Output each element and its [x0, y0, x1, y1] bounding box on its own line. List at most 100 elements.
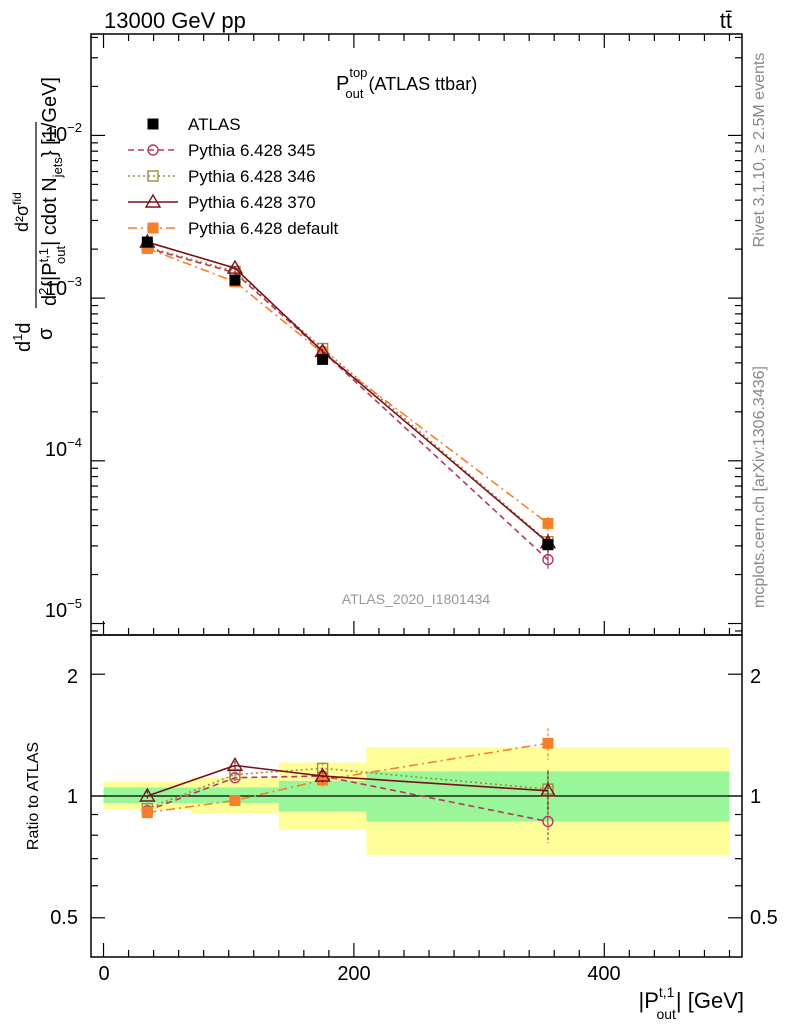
- ratio-pythia-6-428-370: [139, 757, 557, 813]
- main-ytick-exp: −4: [67, 435, 82, 450]
- ratio-ytick-left: 1: [67, 786, 78, 808]
- x-axis-label: |Pt,1 out| [GeV]: [638, 984, 744, 1022]
- ratio-point: [542, 815, 554, 828]
- main-ytick-1e-4: 10−4: [45, 435, 82, 461]
- analysis-id: ATLAS_2020_I1801434: [342, 591, 491, 607]
- plot-title-sub: out: [345, 86, 363, 101]
- main-ytick-exp: −2: [67, 120, 82, 135]
- x-tick-labels: 0 200 400: [98, 963, 620, 985]
- data-point: [542, 553, 554, 566]
- series-line: [147, 241, 549, 544]
- series-pythia-6-428-345: [141, 242, 554, 569]
- xtick-400: 400: [587, 963, 620, 985]
- process-label: tt̄: [720, 8, 732, 33]
- x-label-sub: out: [656, 1006, 676, 1022]
- main-ytick-exp: −5: [67, 596, 82, 611]
- ylabel-part: | cdot N: [39, 177, 61, 246]
- ratio-ytick-right: 2: [750, 666, 761, 688]
- energy-label: 13000 GeV pp: [104, 8, 246, 33]
- ratio-ytick-right: 0.5: [750, 907, 778, 929]
- series-atlas: [141, 236, 554, 551]
- data-point: [226, 259, 244, 274]
- main-y-tick-labels: 10−2 10−3 10−4 10−5: [45, 120, 82, 622]
- main-ytick-1e-3: 10−3: [45, 274, 82, 300]
- legend-marker: [144, 193, 162, 208]
- series-line: [147, 247, 549, 525]
- legend-marker: [147, 222, 159, 234]
- ratio-ytick-left: 2: [67, 666, 78, 688]
- main-ytick-1e-2: 10−2: [45, 120, 82, 146]
- main-ytick-1e-5: 10−5: [45, 596, 82, 622]
- ylabel-part: out: [53, 245, 68, 263]
- ratio-point: [316, 762, 329, 775]
- series-pythia-6-428-370: [139, 233, 557, 553]
- ratio-line: [147, 764, 549, 797]
- main-ytick-base: 10: [45, 124, 67, 146]
- ylabel-part: d²σ: [12, 205, 32, 232]
- series-line: [147, 246, 549, 543]
- legend-label-default: Pythia 6.428 default: [188, 219, 339, 238]
- svg-text:d1d: d1d: [10, 323, 35, 352]
- ratio-line: [147, 767, 549, 810]
- ratio-ytick-left: 0.5: [50, 907, 78, 929]
- ratio-point: [229, 768, 241, 781]
- main-ytick-base: 10: [45, 439, 67, 461]
- legend-label-345: Pythia 6.428 345: [188, 141, 316, 160]
- ylabel-part: d: [13, 341, 35, 352]
- ylabel-part: σ: [35, 327, 57, 340]
- rivet-label: Rivet 3.1.10, ≥ 2.5M events: [751, 53, 768, 248]
- main-ytick-exp: −3: [67, 274, 82, 289]
- ylabel-part: fid: [10, 192, 24, 205]
- x-label-main: |P: [638, 988, 658, 1013]
- series-line: [147, 247, 549, 561]
- legend-label-atlas: ATLAS: [188, 115, 241, 134]
- xtick-0: 0: [98, 963, 109, 985]
- axis-ticks: [91, 34, 742, 957]
- plot-title: Ptop out (ATLAS ttbar): [336, 65, 477, 101]
- xtick-200: 200: [337, 963, 370, 985]
- ylabel-part: d: [39, 295, 61, 306]
- legend-label-346: Pythia 6.428 346: [188, 167, 316, 186]
- legend-marker: [147, 118, 159, 130]
- ratio-pythia-6-428-default: [141, 728, 554, 819]
- ylabel-part: {|P: [39, 262, 61, 287]
- main-series: [139, 233, 557, 569]
- ylabel-part: 1: [10, 334, 25, 341]
- ratio-point: [542, 737, 554, 749]
- ratio-point: [314, 767, 331, 782]
- legend: ATLAS Pythia 6.428 345 Pythia 6.428 346 …: [128, 115, 339, 238]
- ratio-point: [226, 757, 244, 772]
- ratio-point: [539, 782, 557, 797]
- plot-title-sup: top: [349, 65, 367, 80]
- ylabel-part: d: [13, 323, 35, 334]
- series-pythia-6-428-default: [141, 242, 554, 531]
- x-label-rest: | [GeV]: [676, 988, 744, 1013]
- legend-label-370: Pythia 6.428 370: [188, 193, 316, 212]
- svg-text:σ: σ: [35, 327, 57, 340]
- legend-marks: [128, 118, 178, 234]
- mcplots-label: mcplots.cern.ch [arXiv:1306.3436]: [751, 366, 768, 608]
- ylabel-part: } [1/GeV]: [39, 77, 61, 157]
- data-point: [229, 274, 241, 286]
- ratio-point: [141, 807, 153, 819]
- x-label-sup: t,1: [659, 984, 675, 1000]
- ratio-y-tick-labels: 2 1 0.5 2 1 0.5: [50, 666, 778, 929]
- svg-text:d²σfid: d²σfid: [10, 192, 32, 232]
- main-ytick-base: 10: [45, 278, 67, 300]
- ratio-bands: [91, 747, 742, 855]
- ratio-y-axis-label: Ratio to ATLAS: [25, 742, 42, 850]
- data-point: [542, 517, 554, 529]
- plot-title-main: P: [336, 73, 349, 95]
- plot-title-rest: (ATLAS ttbar): [364, 74, 478, 94]
- ratio-series: [139, 728, 557, 844]
- ylabel-part: t,1: [36, 248, 51, 262]
- ylabel-part: 2: [36, 288, 51, 295]
- main-y-axis-label: d1d σ d2{|Pt,1 out| cdot Njets} [1/GeV] d…: [10, 77, 68, 352]
- ratio-line: [147, 742, 549, 814]
- data-point: [542, 539, 554, 551]
- ratio-point: [229, 794, 241, 806]
- data-point: [141, 236, 153, 248]
- data-point: [317, 353, 329, 365]
